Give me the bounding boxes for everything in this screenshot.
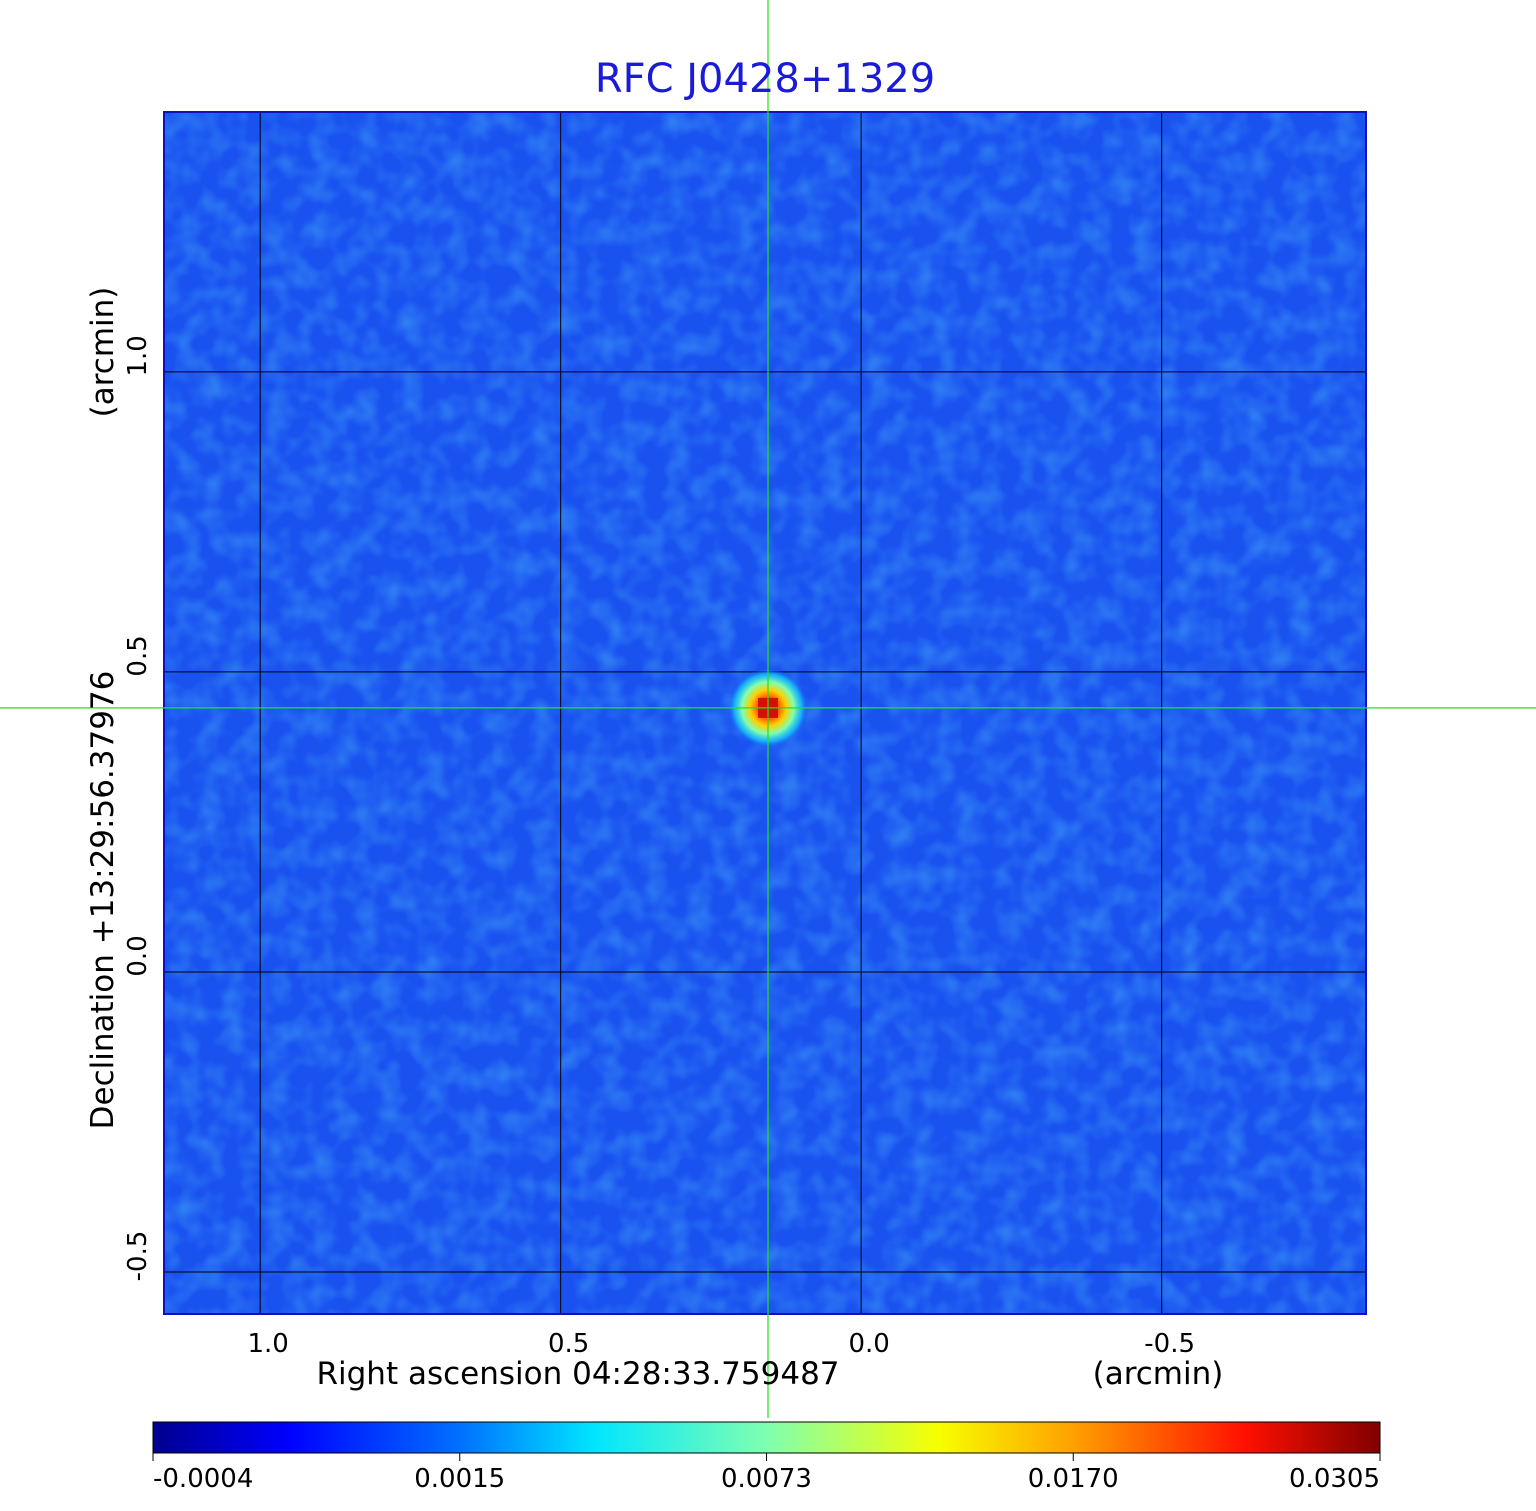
colorbar-tick-label-1: 0.0015 <box>414 1464 505 1494</box>
x-axis-unit: (arcmin) <box>1093 1356 1224 1392</box>
colorbar-tick-label-3: 0.0170 <box>1028 1464 1119 1494</box>
x-tick-labels: 1.0 0.5 0.0 -0.5 <box>247 1329 1195 1359</box>
y-tick-label-3: 1.0 <box>123 335 153 376</box>
y-axis-label: Declination +13:29:56.37976 <box>85 671 121 1130</box>
colorbar-tick-label-0: -0.0004 <box>153 1464 253 1494</box>
y-tick-label-0: -0.5 <box>123 1231 153 1282</box>
y-tick-labels: -0.5 0.0 0.5 1.0 <box>123 335 153 1281</box>
chart-title: RFC J0428+1329 <box>595 56 935 102</box>
colorbar <box>152 1421 1381 1454</box>
x-tick-label-2: 0.0 <box>848 1329 889 1359</box>
x-tick-label-0: 1.0 <box>247 1329 288 1359</box>
x-tick-label-1: 0.5 <box>548 1329 589 1359</box>
x-tick-label-3: -0.5 <box>1144 1329 1195 1359</box>
x-axis-label: Right ascension 04:28:33.759487 <box>316 1356 839 1392</box>
y-tick-label-1: 0.0 <box>123 935 153 976</box>
colorbar-tick-label-4: 0.0305 <box>1289 1464 1380 1494</box>
y-axis-unit: (arcmin) <box>85 287 121 418</box>
colorbar-tick-label-2: 0.0073 <box>721 1464 812 1494</box>
y-tick-label-2: 0.5 <box>123 635 153 676</box>
colorbar-ticks: -0.0004 0.0015 0.0073 0.0170 0.0305 <box>152 1453 1381 1494</box>
crosshair <box>0 0 1536 1418</box>
image-frame <box>163 111 1367 1315</box>
